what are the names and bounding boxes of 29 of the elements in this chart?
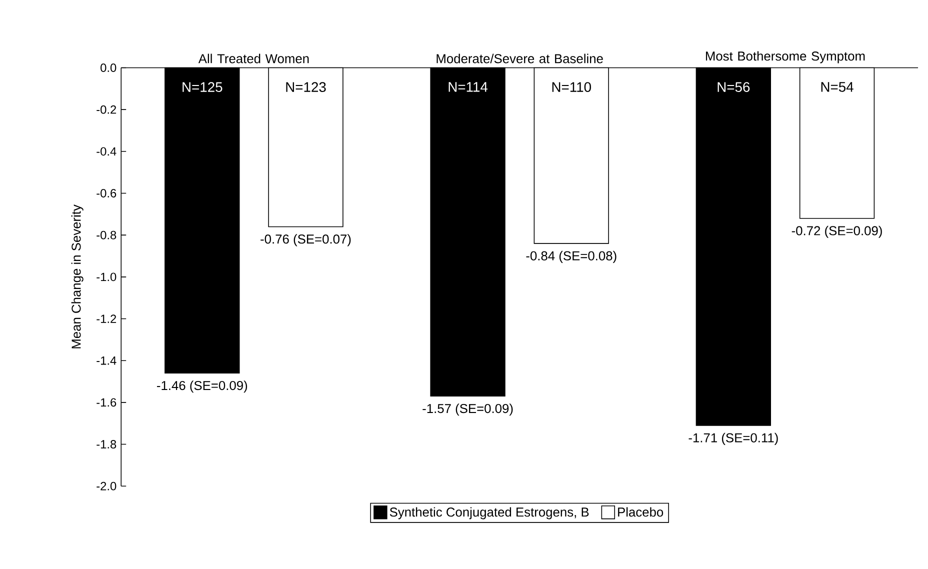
annotation: N=125: [182, 82, 222, 92]
y-tick-label: -0.2: [96, 105, 116, 114]
y-tick-label: -2.0: [96, 482, 116, 490]
y-tick-label: 0.0: [100, 64, 116, 72]
legend-label: Placebo: [618, 507, 664, 517]
y-tick-label: -0.6: [96, 189, 116, 198]
annotation: N=56: [718, 82, 750, 92]
y-tick-label: -0.8: [96, 230, 116, 240]
data-label: -1.71 (SE=0.11): [688, 433, 778, 446]
data-label: -1.57 (SE=0.09): [422, 404, 513, 416]
y-tick-label: -0.4: [96, 147, 116, 156]
data-label: -1.46 (SE=0.09): [157, 380, 248, 393]
x-tick-label: Moderate/Severe at Baseline: [436, 54, 603, 64]
y-tick-label: -1.8: [96, 440, 116, 449]
data-label: -0.84 (SE=0.08): [526, 251, 616, 264]
x-tick-label: All Treated Women: [198, 54, 309, 64]
data-label: -0.72 (SE=0.09): [792, 226, 882, 238]
annotation: N=110: [552, 82, 591, 92]
y-tick-label: -1.4: [96, 356, 116, 365]
data-label: -0.76 (SE=0.07): [260, 234, 351, 246]
annotation: N=54: [821, 82, 854, 92]
y-axis-title: Mean Change in Severity: [71, 204, 84, 348]
y-tick-label: -1.2: [96, 314, 116, 324]
annotation: N=114: [448, 82, 488, 92]
x-tick-label: Most Bothersome Symptom: [706, 51, 865, 64]
y-tick-label: -1.6: [96, 398, 116, 407]
legend-label: Synthetic Conjugated Estrogens, B: [390, 507, 589, 520]
y-tick-label: -1.0: [96, 272, 116, 282]
annotation: N=123: [286, 82, 326, 92]
